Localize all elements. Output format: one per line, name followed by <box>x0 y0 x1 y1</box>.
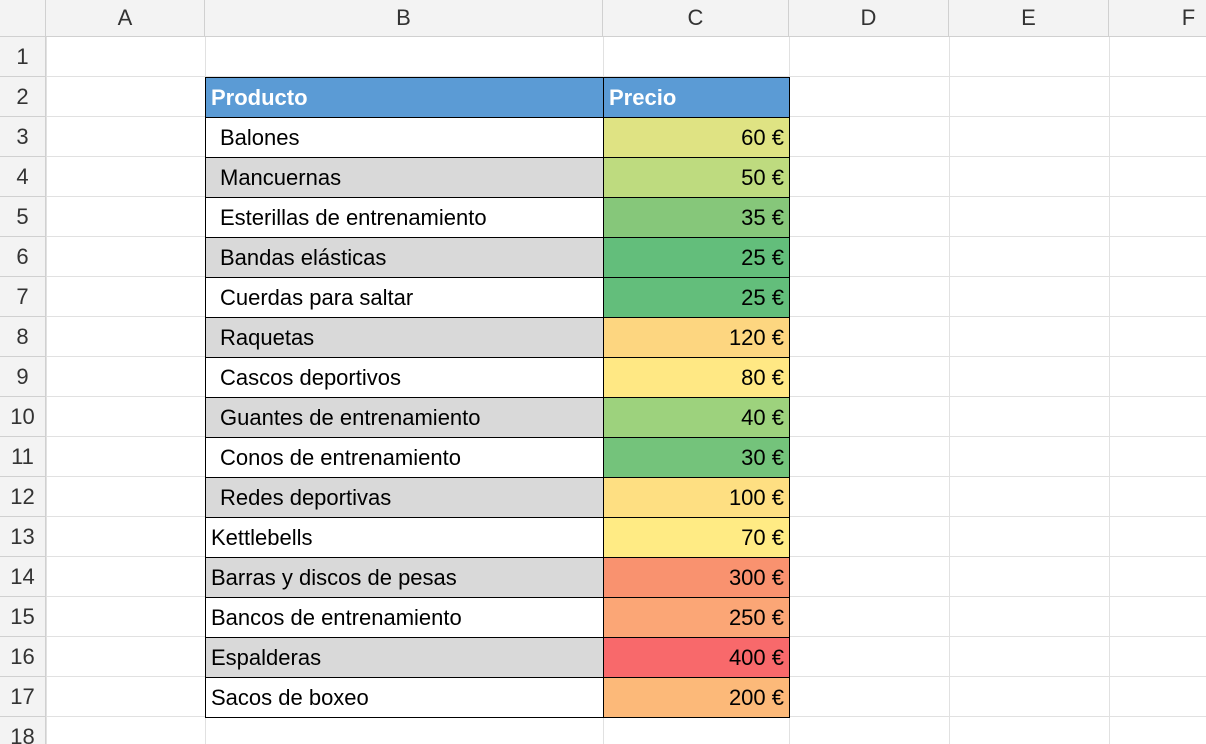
price-cell[interactable]: 35 € <box>603 197 790 238</box>
price-cell[interactable]: 50 € <box>603 157 790 198</box>
row-header[interactable]: 15 <box>0 597 46 637</box>
row-header[interactable]: 16 <box>0 637 46 677</box>
price-cell[interactable]: 100 € <box>603 477 790 518</box>
product-cell[interactable]: Raquetas <box>205 317 604 358</box>
row-header[interactable]: 8 <box>0 317 46 357</box>
price-cell[interactable]: 25 € <box>603 237 790 278</box>
row-header[interactable]: 5 <box>0 197 46 237</box>
grid-line <box>0 76 1206 77</box>
price-cell[interactable]: 400 € <box>603 637 790 678</box>
row-header[interactable]: 7 <box>0 277 46 317</box>
product-cell[interactable]: Bandas elásticas <box>205 237 604 278</box>
product-cell[interactable]: Bancos de entrenamiento <box>205 597 604 638</box>
product-cell[interactable]: Conos de entrenamiento <box>205 437 604 478</box>
price-cell[interactable]: 120 € <box>603 317 790 358</box>
price-cell[interactable]: 80 € <box>603 357 790 398</box>
price-cell[interactable]: 250 € <box>603 597 790 638</box>
product-cell[interactable]: Cuerdas para saltar <box>205 277 604 318</box>
price-cell[interactable]: 40 € <box>603 397 790 438</box>
column-header[interactable]: D <box>789 0 949 37</box>
product-cell[interactable]: Guantes de entrenamiento <box>205 397 604 438</box>
column-header[interactable]: C <box>603 0 789 37</box>
price-cell[interactable]: 70 € <box>603 517 790 558</box>
row-header[interactable]: 11 <box>0 437 46 477</box>
table-header-cell[interactable]: Producto <box>205 77 604 118</box>
row-header[interactable]: 18 <box>0 717 46 744</box>
price-cell[interactable]: 60 € <box>603 117 790 158</box>
row-header[interactable]: 4 <box>0 157 46 197</box>
product-cell[interactable]: Barras y discos de pesas <box>205 557 604 598</box>
product-cell[interactable]: Cascos deportivos <box>205 357 604 398</box>
product-cell[interactable]: Mancuernas <box>205 157 604 198</box>
row-header[interactable]: 1 <box>0 37 46 77</box>
price-cell[interactable]: 200 € <box>603 677 790 718</box>
row-header[interactable]: 10 <box>0 397 46 437</box>
column-header[interactable]: A <box>46 0 205 37</box>
grid-line <box>949 0 950 744</box>
price-cell[interactable]: 30 € <box>603 437 790 478</box>
product-cell[interactable]: Balones <box>205 117 604 158</box>
grid-line <box>46 0 47 744</box>
row-header[interactable]: 17 <box>0 677 46 717</box>
row-header[interactable]: 6 <box>0 237 46 277</box>
product-cell[interactable]: Kettlebells <box>205 517 604 558</box>
corner <box>0 0 46 37</box>
grid-line <box>1109 0 1110 744</box>
column-header[interactable]: B <box>205 0 603 37</box>
column-header[interactable]: E <box>949 0 1109 37</box>
product-cell[interactable]: Sacos de boxeo <box>205 677 604 718</box>
row-header[interactable]: 9 <box>0 357 46 397</box>
row-header[interactable]: 12 <box>0 477 46 517</box>
row-header[interactable]: 3 <box>0 117 46 157</box>
column-header[interactable]: F <box>1109 0 1206 37</box>
price-cell[interactable]: 300 € <box>603 557 790 598</box>
price-cell[interactable]: 25 € <box>603 277 790 318</box>
row-header[interactable]: 13 <box>0 517 46 557</box>
product-cell[interactable]: Espalderas <box>205 637 604 678</box>
row-header[interactable]: 14 <box>0 557 46 597</box>
row-header[interactable]: 2 <box>0 77 46 117</box>
table-header-cell[interactable]: Precio <box>603 77 790 118</box>
product-cell[interactable]: Esterillas de entrenamiento <box>205 197 604 238</box>
product-cell[interactable]: Redes deportivas <box>205 477 604 518</box>
